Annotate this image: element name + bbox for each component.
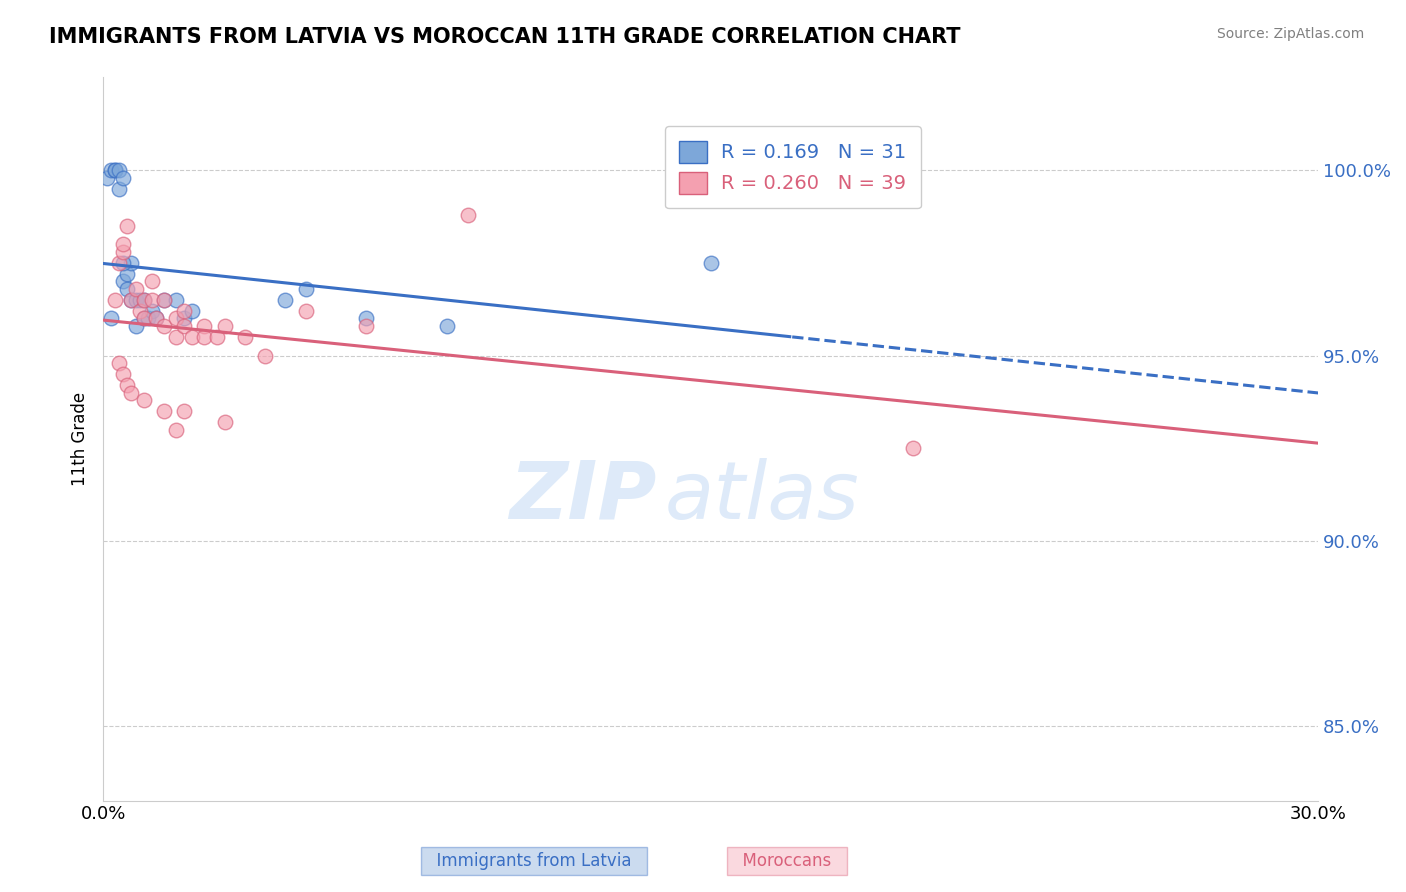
Point <box>112 244 135 259</box>
Point <box>124 318 146 333</box>
Text: IMMIGRANTS FROM LATVIA VS MOROCCAN 11TH GRADE CORRELATION CHART: IMMIGRANTS FROM LATVIA VS MOROCCAN 11TH … <box>49 27 960 46</box>
Point <box>901 442 924 456</box>
Point <box>104 163 127 178</box>
Point <box>141 304 163 318</box>
Text: Source: ZipAtlas.com: Source: ZipAtlas.com <box>1216 27 1364 41</box>
Y-axis label: 11th Grade: 11th Grade <box>72 392 89 486</box>
Point <box>121 256 143 270</box>
Point <box>124 293 146 307</box>
Point <box>153 404 176 418</box>
Point <box>145 311 167 326</box>
Point <box>145 311 167 326</box>
Point <box>214 415 236 429</box>
Point <box>181 330 204 344</box>
Point <box>121 385 143 400</box>
Text: Moroccans: Moroccans <box>733 852 842 870</box>
Point <box>112 170 135 185</box>
Point <box>104 293 127 307</box>
Point <box>108 356 131 370</box>
Point <box>136 311 159 326</box>
Point <box>121 293 143 307</box>
Point <box>274 293 297 307</box>
Point <box>141 293 163 307</box>
Point <box>108 256 131 270</box>
Point <box>153 318 176 333</box>
Point <box>100 311 122 326</box>
Text: Immigrants from Latvia: Immigrants from Latvia <box>426 852 643 870</box>
Point <box>112 237 135 252</box>
Legend: R = 0.169   N = 31, R = 0.260   N = 39: R = 0.169 N = 31, R = 0.260 N = 39 <box>665 127 921 208</box>
Text: ZIP: ZIP <box>509 458 657 536</box>
Point <box>121 293 143 307</box>
Point <box>117 378 139 392</box>
Point <box>233 330 256 344</box>
Point <box>193 318 215 333</box>
Point <box>117 282 139 296</box>
Point <box>153 293 176 307</box>
Point <box>294 282 316 296</box>
Point <box>117 267 139 281</box>
Point <box>132 393 155 408</box>
Point <box>132 293 155 307</box>
Point <box>112 274 135 288</box>
Point <box>112 367 135 381</box>
Point <box>128 304 150 318</box>
Point <box>699 256 721 270</box>
Point <box>173 318 195 333</box>
Point <box>104 163 127 178</box>
Point <box>108 163 131 178</box>
Point <box>132 311 155 326</box>
Point <box>141 274 163 288</box>
Point <box>100 163 122 178</box>
Point <box>254 349 277 363</box>
Point <box>356 311 378 326</box>
Point <box>356 318 378 333</box>
Point <box>165 311 187 326</box>
Point <box>173 404 195 418</box>
Point <box>112 256 135 270</box>
Point <box>117 219 139 233</box>
Point <box>436 318 458 333</box>
Point <box>165 330 187 344</box>
Point <box>132 293 155 307</box>
Point <box>294 304 316 318</box>
Point <box>173 304 195 318</box>
Point <box>108 182 131 196</box>
Point <box>165 423 187 437</box>
Point <box>193 330 215 344</box>
Point <box>124 282 146 296</box>
Point <box>96 170 118 185</box>
Point <box>173 311 195 326</box>
Text: atlas: atlas <box>665 458 859 536</box>
Point <box>205 330 228 344</box>
Point <box>457 208 479 222</box>
Point <box>153 293 176 307</box>
Point <box>214 318 236 333</box>
Point <box>165 293 187 307</box>
Point <box>128 293 150 307</box>
Point <box>181 304 204 318</box>
Point <box>132 311 155 326</box>
